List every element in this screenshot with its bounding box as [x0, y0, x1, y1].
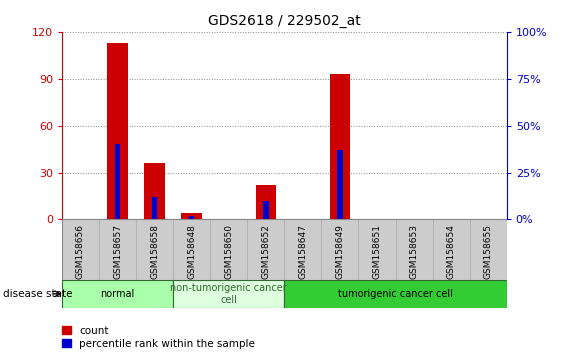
Legend: count, percentile rank within the sample: count, percentile rank within the sample: [61, 326, 255, 349]
Text: GSM158655: GSM158655: [484, 224, 493, 279]
Bar: [337, 150, 343, 219]
Bar: [115, 144, 120, 219]
Bar: [173, 280, 284, 308]
Bar: [359, 219, 395, 280]
Bar: [99, 219, 136, 280]
Bar: [181, 213, 202, 219]
Bar: [144, 163, 165, 219]
Bar: [321, 219, 359, 280]
Text: GSM158652: GSM158652: [261, 224, 270, 279]
Bar: [284, 280, 507, 308]
Bar: [247, 219, 284, 280]
Bar: [173, 219, 210, 280]
Bar: [62, 219, 99, 280]
Title: GDS2618 / 229502_at: GDS2618 / 229502_at: [208, 14, 361, 28]
Text: GSM158657: GSM158657: [113, 224, 122, 279]
Text: normal: normal: [100, 289, 135, 299]
Bar: [108, 43, 128, 219]
Text: non-tumorigenic cancer
cell: non-tumorigenic cancer cell: [171, 283, 287, 305]
Text: GSM158649: GSM158649: [336, 224, 345, 279]
Bar: [263, 201, 269, 219]
Text: GSM158650: GSM158650: [224, 224, 233, 279]
Text: GSM158653: GSM158653: [409, 224, 418, 279]
Bar: [395, 219, 432, 280]
Text: disease state: disease state: [3, 289, 72, 299]
Text: GSM158651: GSM158651: [373, 224, 382, 279]
Text: GSM158654: GSM158654: [446, 224, 455, 279]
Bar: [62, 280, 173, 308]
Bar: [210, 219, 247, 280]
Bar: [432, 219, 470, 280]
Text: GSM158647: GSM158647: [298, 224, 307, 279]
Text: GSM158648: GSM158648: [187, 224, 196, 279]
Text: GSM158656: GSM158656: [76, 224, 85, 279]
Text: tumorigenic cancer cell: tumorigenic cancer cell: [338, 289, 453, 299]
Bar: [284, 219, 321, 280]
Bar: [136, 219, 173, 280]
Bar: [330, 74, 350, 219]
Bar: [152, 197, 158, 219]
Bar: [189, 216, 194, 219]
Bar: [470, 219, 507, 280]
Bar: [256, 185, 276, 219]
Text: GSM158658: GSM158658: [150, 224, 159, 279]
